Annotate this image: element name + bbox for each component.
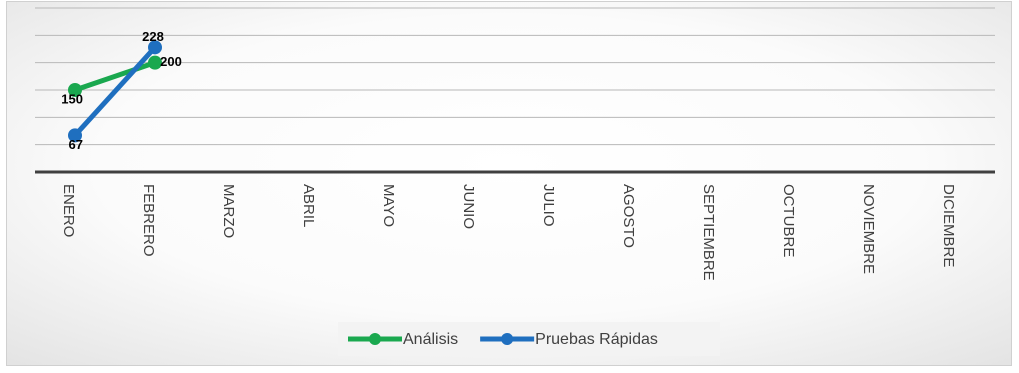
data-label: 228 [142, 29, 164, 44]
legend-label: Pruebas Rápidas [535, 331, 658, 348]
legend-label: Análisis [403, 331, 458, 348]
x-tick-label: DICIEMBRE [940, 184, 957, 267]
x-tick-label: AGOSTO [620, 184, 637, 248]
series-line [73, 45, 157, 138]
legend: Análisis Pruebas Rápidas [348, 331, 658, 348]
grid [35, 7, 995, 146]
x-tick-label: SEPTIEMBRE [700, 184, 717, 281]
marks: 150 200 67 228 [61, 29, 182, 152]
x-tick-label: MARZO [220, 184, 237, 238]
x-tick-label: NOVIEMBRE [860, 184, 877, 274]
x-tick-label: MAYO [380, 184, 397, 227]
point [148, 55, 162, 70]
data-label: 67 [69, 137, 83, 152]
x-tick-label: ENERO [60, 184, 77, 237]
x-tick-label: JUNIO [460, 184, 477, 229]
x-tick-label: OCTUBRE [780, 184, 797, 257]
series-line [74, 60, 156, 93]
legend-marker [369, 333, 381, 345]
x-labels: ENERO FEBRERO MARZO ABRIL MAYO JUNIO JULIO AGOS… [60, 184, 957, 281]
x-tick-label: ABRIL [300, 184, 317, 227]
point [68, 83, 82, 97]
legend-marker [501, 333, 514, 345]
data-label: 150 [61, 91, 83, 106]
data-label: 200 [160, 54, 182, 69]
x-tick-label: JULIO [540, 184, 557, 227]
point [68, 128, 82, 143]
x-tick-label: FEBRERO [140, 184, 157, 257]
point [148, 40, 162, 55]
